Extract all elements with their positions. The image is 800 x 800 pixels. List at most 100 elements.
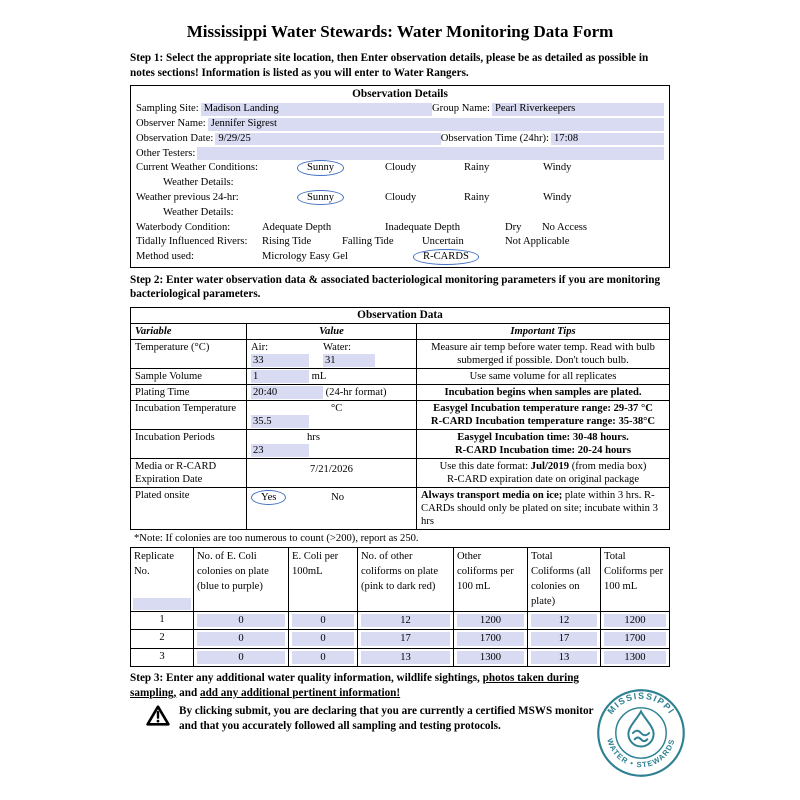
selection-circle[interactable]: Sunny	[297, 189, 345, 206]
cell-input[interactable]: 1200	[604, 613, 666, 628]
sample-volume-value-cell: 1 mL	[246, 367, 417, 385]
expiration-date-input[interactable]: 7/21/2026	[310, 463, 353, 475]
cell-input[interactable]: 1700	[457, 632, 524, 646]
air-temp-label: Air:	[251, 341, 269, 353]
water-drop-icon	[627, 709, 655, 748]
cell-input[interactable]: 0	[197, 632, 285, 646]
observation-details-header: Observation Details	[352, 88, 448, 100]
tidal-option-rising-tide[interactable]: Rising Tide	[262, 236, 312, 248]
cell-input[interactable]: 0	[197, 650, 285, 665]
cell-input[interactable]: 0	[292, 632, 354, 646]
declaration-text: By clicking submit, you are declaring th…	[179, 705, 594, 732]
cell-input[interactable]: 1300	[457, 650, 524, 665]
incubation-periods-input[interactable]: 23	[251, 443, 309, 457]
msws-logo: MISSISSIPPI WATER • STEWARDS	[596, 688, 686, 783]
incubation-periods-variable: Incubation Periods	[130, 428, 247, 459]
air-temp-input[interactable]: 33	[251, 353, 309, 367]
observation-details-table: Observation Details Sampling Site: Madis…	[130, 85, 670, 268]
waterbody-option-no-access[interactable]: No Access	[542, 221, 588, 233]
row-tidal-rivers: Tidally Influenced Rivers: Rising Tide F…	[131, 235, 669, 250]
group-name-input[interactable]: Pearl Riverkeepers	[492, 103, 664, 116]
current-weather-option-windy[interactable]: Windy	[543, 162, 572, 174]
waterbody-option-dry[interactable]: Dry	[505, 221, 522, 233]
observation-data-header: Observation Data	[130, 306, 670, 324]
replicate-number: 1	[130, 610, 194, 631]
current-weather-option-cloudy[interactable]: Cloudy	[385, 162, 417, 174]
cell-input[interactable]: 12	[531, 613, 597, 628]
header-total-coliforms-plate: Total Coliforms (all colonies on plate)	[527, 546, 601, 612]
waterbody-condition-label: Waterbody Condition:	[136, 221, 231, 233]
warning-icon	[146, 705, 170, 726]
cell-input[interactable]: 13	[361, 650, 450, 665]
tidal-option-falling-tide[interactable]: Falling Tide	[342, 236, 394, 248]
row-weather-details-2: Weather Details:	[131, 206, 669, 221]
previous-weather-option-windy[interactable]: Windy	[543, 191, 572, 203]
cell-input[interactable]: 0	[292, 613, 354, 628]
cell-input[interactable]: 17	[361, 632, 450, 646]
expiration-date-tip: Use this date format: Jul/2019 (from med…	[416, 457, 670, 488]
current-weather-label: Current Weather Conditions:	[136, 162, 258, 174]
incubation-temperature-input[interactable]: 35.5	[251, 414, 309, 428]
observation-time-input[interactable]: 17:08	[551, 132, 664, 146]
incubation-temperature-variable: Incubation Temperature	[130, 399, 247, 430]
method-used-label: Method used:	[136, 251, 194, 263]
cell-input[interactable]: 1200	[457, 613, 524, 628]
plated-onsite-value-cell: Yes No	[246, 486, 417, 530]
observation-date-input[interactable]: 9/29/25	[215, 132, 441, 146]
tidal-option-uncertain[interactable]: Uncertain	[422, 236, 464, 248]
replicate-number: 2	[130, 629, 194, 649]
row-method-used: Method used: Micrology Easy Gel R-CARDS	[131, 249, 669, 265]
previous-weather-option-sunny[interactable]: Sunny	[297, 189, 385, 206]
cell-input[interactable]: 1300	[604, 650, 666, 665]
step3-instructions: Step 3: Enter any additional water quali…	[130, 672, 580, 699]
header-replicate-no: Replicate No.	[130, 546, 194, 612]
plated-onsite-yes[interactable]: Yes	[251, 489, 287, 506]
cell-input[interactable]: 13	[531, 650, 597, 665]
header-total-coliforms-per-100ml: Total Coliforms per 100 mL	[600, 546, 670, 612]
waterbody-option-adequate-depth[interactable]: Adequate Depth	[262, 221, 332, 233]
row-observation-date-time: Observation Date: 9/29/25 Observation Ti…	[131, 132, 669, 147]
previous-weather-label: Weather previous 24-hr:	[136, 191, 239, 203]
cell-input[interactable]: 12	[361, 613, 450, 628]
temperature-tip: Measure air temp before water temp. Read…	[416, 338, 670, 369]
waterbody-option-inadequate-depth[interactable]: Inadequate Depth	[385, 221, 461, 233]
cell-input[interactable]: 0	[197, 613, 285, 628]
water-temp-label: Water:	[323, 341, 351, 353]
observer-name-input[interactable]: Jennifer Sigrest	[207, 117, 664, 131]
sample-volume-input[interactable]: 1	[251, 369, 309, 383]
row-temperature: Temperature (°C) Air: 33 Water: 31 Measu…	[130, 338, 670, 369]
row-sample-volume: Sample Volume 1 mL Use same volume for a…	[130, 367, 670, 385]
cell-input[interactable]: 1700	[604, 632, 666, 646]
row-expiration-date: Media or R-CARD Expiration Date 7/21/202…	[130, 457, 670, 488]
incubation-periods-value-cell: hrs 23	[246, 428, 417, 459]
row-incubation-periods: Incubation Periods hrs 23 Easygel Incuba…	[130, 428, 670, 459]
row-weather-details-1: Weather Details:	[131, 176, 669, 191]
plated-onsite-tip: Always transport media on ice; plate wit…	[416, 486, 670, 530]
cell-input[interactable]: 0	[292, 650, 354, 665]
column-header-important-tips: Important Tips	[416, 322, 670, 340]
tidal-rivers-label: Tidally Influenced Rivers:	[136, 236, 248, 248]
current-weather-option-rainy[interactable]: Rainy	[464, 162, 490, 174]
previous-weather-option-rainy[interactable]: Rainy	[464, 191, 490, 203]
current-weather-option-sunny[interactable]: Sunny	[297, 160, 385, 176]
other-testers-input[interactable]	[197, 147, 664, 161]
plated-onsite-no[interactable]: No	[331, 491, 345, 503]
row-observer-name: Observer Name: Jennifer Sigrest	[131, 117, 669, 132]
plating-time-tip: Incubation begins when samples are plate…	[416, 383, 670, 401]
tidal-option-not-applicable[interactable]: Not Applicable	[505, 236, 570, 248]
header-other-coliforms-plate: No. of other coliforms on plate (pink to…	[357, 546, 454, 612]
method-option-r-cards[interactable]: R-CARDS	[413, 249, 479, 265]
form-page: Mississippi Water Stewards: Water Monito…	[130, 22, 670, 733]
selection-circle[interactable]: Sunny	[297, 160, 345, 176]
cell-input[interactable]: 17	[531, 632, 597, 646]
previous-weather-option-cloudy[interactable]: Cloudy	[385, 191, 417, 203]
sampling-site-input[interactable]: Madison Landing	[200, 103, 433, 116]
selection-circle[interactable]: R-CARDS	[413, 249, 479, 265]
expiration-date-variable: Media or R-CARD Expiration Date	[130, 457, 247, 488]
water-temp-input[interactable]: 31	[323, 353, 375, 367]
method-option-micrology-easy-gel[interactable]: Micrology Easy Gel	[262, 251, 348, 263]
group-name-label: Group Name:	[432, 103, 490, 115]
plating-time-input[interactable]: 20:40	[251, 385, 323, 399]
observation-data-column-header-row: Variable Value Important Tips	[130, 322, 670, 340]
replicate-header-row: Replicate No. No. of E. Coli colonies on…	[130, 546, 670, 612]
